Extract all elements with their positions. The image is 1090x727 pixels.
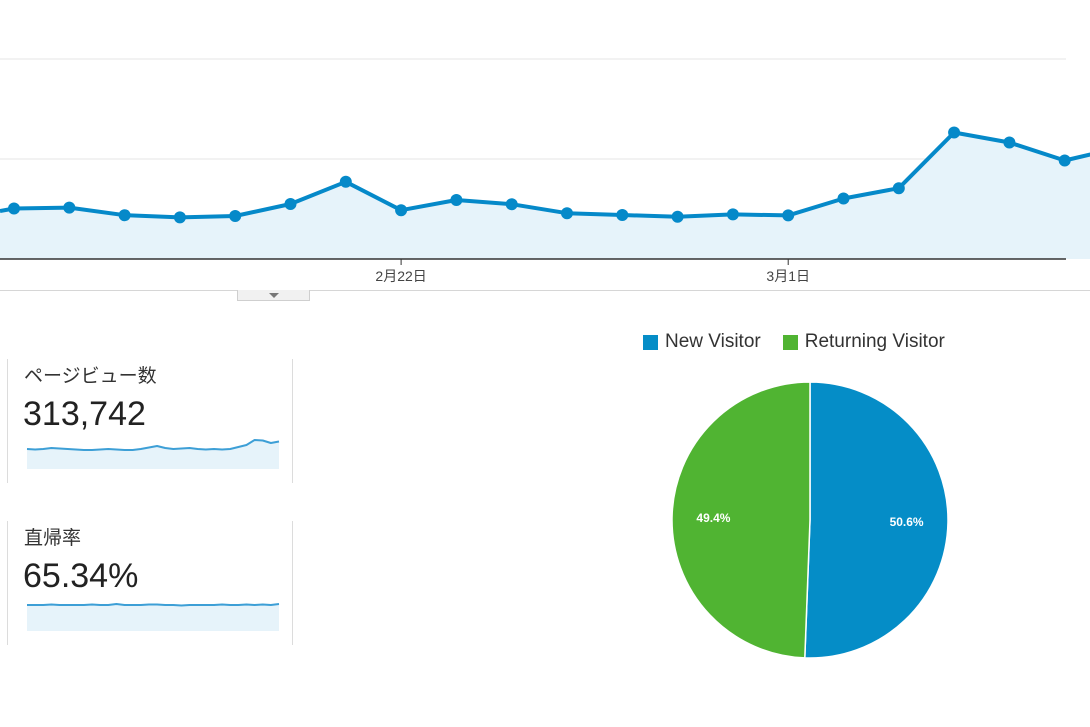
metric-card-pageviews[interactable]: ページビュー数 313,742 bbox=[7, 359, 293, 483]
data-point[interactable] bbox=[450, 194, 463, 206]
data-point[interactable] bbox=[118, 209, 131, 222]
data-point[interactable] bbox=[837, 192, 850, 205]
data-point[interactable] bbox=[561, 207, 573, 220]
chart-collapse-toggle[interactable] bbox=[237, 290, 310, 301]
chevron-down-icon bbox=[268, 292, 279, 298]
data-point[interactable] bbox=[505, 198, 518, 211]
data-point[interactable] bbox=[726, 208, 739, 221]
metric-title: ページビュー数 bbox=[24, 366, 157, 387]
sparkline-area bbox=[27, 440, 279, 469]
legend-swatch bbox=[643, 334, 658, 350]
pie-slice-label: 50.6% bbox=[890, 515, 924, 529]
pie-legend: New Visitor Returning Visitor bbox=[643, 331, 967, 353]
metric-sparkline bbox=[27, 603, 280, 631]
data-point[interactable] bbox=[229, 210, 242, 222]
x-tick-label: 2月22日 bbox=[375, 268, 426, 284]
metric-card-bounce-rate[interactable]: 直帰率 65.34% bbox=[7, 521, 293, 645]
data-point[interactable] bbox=[8, 202, 20, 215]
chart-gridlines bbox=[0, 58, 1066, 160]
chart-divider bbox=[0, 290, 1090, 291]
data-point[interactable] bbox=[63, 201, 76, 214]
visitor-pie-chart: 50.6% 49.4% bbox=[671, 381, 949, 659]
data-point[interactable] bbox=[782, 209, 795, 222]
sessions-line-chart: 2月22日3月1日3月8日 bbox=[0, 58, 1090, 284]
sparkline-area bbox=[27, 604, 279, 631]
series-points bbox=[8, 126, 1071, 224]
data-point[interactable] bbox=[284, 198, 297, 210]
pie-slice-label: 49.4% bbox=[696, 511, 730, 525]
x-tick-label: 3月1日 bbox=[766, 268, 810, 284]
data-point[interactable] bbox=[173, 211, 186, 224]
legend-swatch bbox=[782, 334, 798, 350]
sparkline-line bbox=[26, 439, 280, 451]
data-point[interactable] bbox=[892, 182, 905, 195]
data-point[interactable] bbox=[1058, 154, 1071, 167]
metric-value: 65.34% bbox=[23, 557, 139, 595]
legend-item-new-visitor[interactable]: New Visitor bbox=[643, 331, 761, 353]
pie-slice-new-visitor[interactable] bbox=[804, 381, 949, 659]
x-axis-ticks: 2月22日3月1日3月8日 bbox=[375, 259, 810, 284]
metric-sparkline bbox=[26, 439, 280, 469]
data-point[interactable] bbox=[671, 210, 684, 223]
data-point[interactable] bbox=[1003, 136, 1016, 149]
legend-label: New Visitor bbox=[665, 331, 761, 352]
metric-title: 直帰率 bbox=[24, 528, 82, 549]
data-point[interactable] bbox=[616, 209, 629, 221]
series-area-fill bbox=[0, 132, 1090, 259]
data-point[interactable] bbox=[948, 126, 961, 139]
data-point[interactable] bbox=[395, 204, 408, 217]
data-point[interactable] bbox=[339, 175, 352, 188]
legend-item-returning-visitor[interactable]: Returning Visitor bbox=[782, 331, 945, 353]
legend-label: Returning Visitor bbox=[804, 331, 945, 352]
pie-slice-returning-visitor[interactable] bbox=[671, 381, 811, 659]
sparkline-line bbox=[27, 603, 280, 607]
metric-value: 313,742 bbox=[23, 395, 146, 433]
